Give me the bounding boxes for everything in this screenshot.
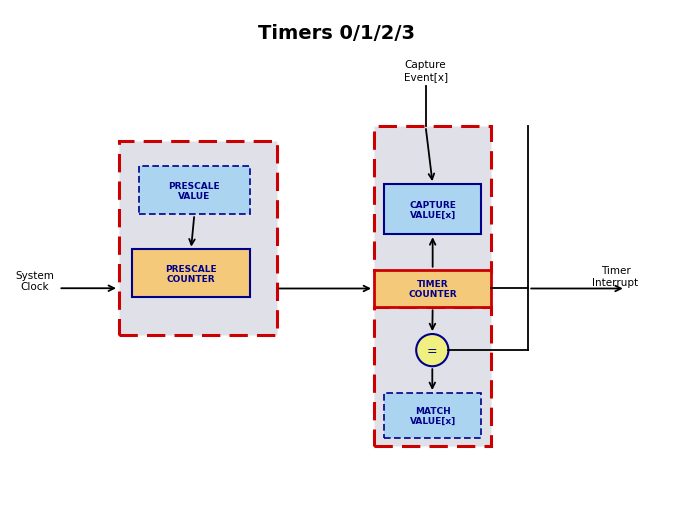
Text: Timers 0/1/2/3: Timers 0/1/2/3: [259, 24, 415, 43]
Text: =: =: [427, 344, 437, 357]
Bar: [384, 393, 481, 438]
Bar: [374, 270, 491, 308]
Bar: [132, 250, 250, 298]
Text: PRESCALE
COUNTER: PRESCALE COUNTER: [165, 264, 217, 283]
Bar: [384, 185, 481, 235]
Bar: [374, 308, 491, 446]
Text: TIMER
COUNTER: TIMER COUNTER: [408, 279, 457, 298]
Bar: [119, 142, 276, 335]
Bar: [139, 167, 250, 215]
Text: Timer
Interrupt: Timer Interrupt: [592, 266, 639, 287]
Text: MATCH
VALUE[x]: MATCH VALUE[x]: [410, 406, 456, 425]
Text: PRESCALE
VALUE: PRESCALE VALUE: [168, 181, 220, 200]
Text: CAPTURE
VALUE[x]: CAPTURE VALUE[x]: [409, 200, 456, 220]
Bar: [374, 127, 491, 273]
Text: System
Clock: System Clock: [16, 270, 55, 292]
Ellipse shape: [416, 334, 448, 367]
Text: Capture
Event[x]: Capture Event[x]: [404, 60, 448, 82]
